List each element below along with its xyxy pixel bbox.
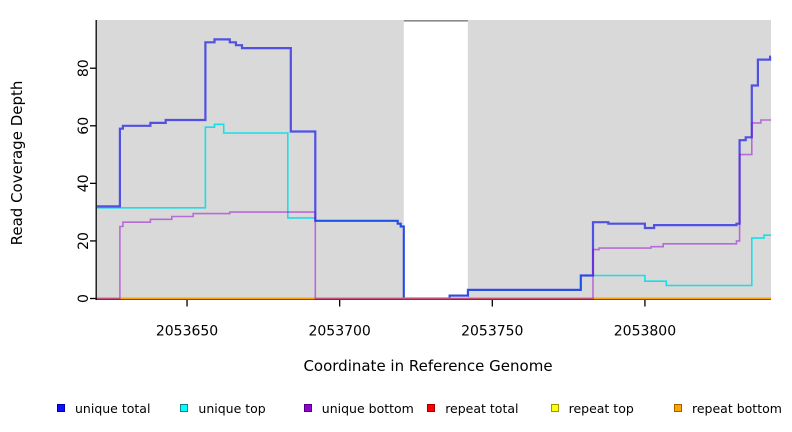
x-tick-label: 2053750 xyxy=(461,324,523,340)
legend-label-unique-total: unique total xyxy=(75,400,151,416)
y-tick-label: 20 xyxy=(76,232,92,250)
legend-label-repeat-bottom: repeat bottom xyxy=(692,400,782,416)
legend-label-repeat-top: repeat top xyxy=(568,400,634,416)
y-tick-label: 40 xyxy=(76,174,92,192)
legend-item-unique-bottom: unique bottom xyxy=(303,399,414,417)
x-tick-label: 2053700 xyxy=(308,324,370,340)
y-tick-label: 0 xyxy=(76,294,92,303)
legend-swatch-unique-total xyxy=(57,404,65,412)
y-tick-label: 80 xyxy=(76,59,92,77)
legend-swatch-repeat-total xyxy=(427,404,436,412)
y-axis-title: Read Coverage Depth xyxy=(8,80,26,246)
legend-item-unique-top: unique top xyxy=(180,399,266,417)
legend-item-repeat-total: repeat total xyxy=(427,399,519,417)
legend-item-repeat-top: repeat top xyxy=(550,399,634,417)
legend-item-unique-total: unique total xyxy=(57,399,150,417)
legend-item-repeat-bottom: repeat bottom xyxy=(674,399,782,417)
legend-label-unique-bottom: unique bottom xyxy=(321,400,414,416)
series-unique-bottom xyxy=(97,119,771,300)
x-tick-label: 2053800 xyxy=(614,324,676,340)
legend-swatch-unique-top xyxy=(180,404,189,412)
legend-label-repeat-total: repeat total xyxy=(445,400,519,416)
y-tick-label: 60 xyxy=(76,117,92,135)
x-axis-title: Coordinate in Reference Genome xyxy=(303,357,553,375)
missing-data-gap xyxy=(403,20,468,299)
legend-swatch-unique-bottom xyxy=(303,404,312,412)
legend-swatch-repeat-bottom xyxy=(674,404,682,412)
x-tick-label: 2053650 xyxy=(156,324,218,340)
legend-label-unique-top: unique top xyxy=(198,400,266,416)
legend-swatch-repeat-top xyxy=(550,404,559,412)
legend: unique total unique top unique bottom repea… xyxy=(0,399,792,419)
